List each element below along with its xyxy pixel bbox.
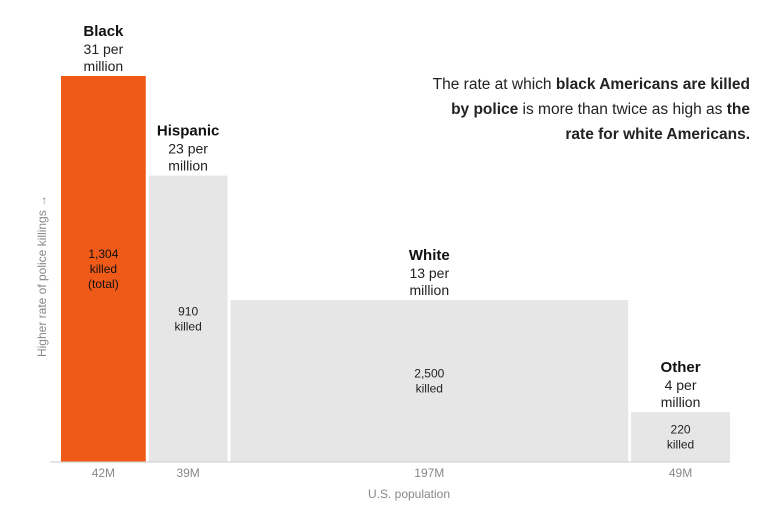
rate-label-other: 4 per million — [661, 377, 701, 410]
bar-white — [230, 300, 629, 462]
bars-group — [61, 76, 730, 462]
y-axis-label: Higher rate of police killings → — [35, 195, 49, 357]
rate-label-hispanic: 23 per million — [168, 141, 208, 174]
annotation-bold-1: black Americans are killed by police — [451, 76, 750, 118]
chart-annotation: The rate at which black Americans are ki… — [420, 72, 750, 147]
bar-hispanic — [148, 175, 228, 462]
bar-other — [631, 412, 730, 462]
category-label-black: Black — [83, 23, 124, 40]
annotation-text-2: is more than twice as high as — [518, 101, 727, 118]
category-label-white: White — [409, 247, 450, 264]
population-label-white: 197M — [414, 466, 444, 480]
killed-label-black: 1,304 killed (total) — [88, 247, 119, 291]
rate-label-black: 31 per million — [84, 41, 124, 74]
killed-label-hispanic: 910 killed — [174, 304, 201, 333]
annotation-bold-2: the rate for white Americans. — [565, 101, 750, 143]
rate-label-white: 13 per million — [409, 265, 449, 298]
bar-black — [61, 76, 146, 462]
category-label-other: Other — [661, 359, 701, 376]
killed-label-other: 220 killed — [667, 423, 694, 452]
annotation-text-1: The rate at which — [432, 76, 556, 93]
population-label-other: 49M — [669, 466, 692, 480]
population-label-black: 42M — [92, 466, 115, 480]
x-axis-label: U.S. population — [368, 487, 450, 501]
killed-label-white: 2,500 killed — [414, 367, 444, 396]
population-label-hispanic: 39M — [176, 466, 199, 480]
category-label-hispanic: Hispanic — [157, 123, 220, 140]
